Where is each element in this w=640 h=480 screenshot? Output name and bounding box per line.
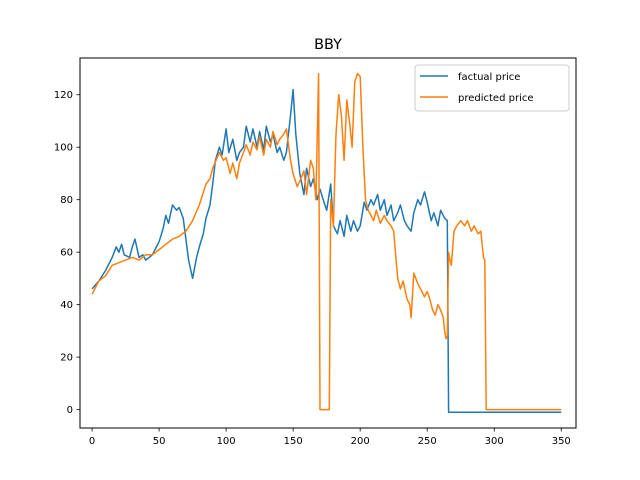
y-tick-label: 0: [67, 405, 73, 416]
x-tick-label: 350: [552, 436, 571, 447]
x-tick-label: 100: [217, 436, 236, 447]
x-axis: 0 50 100 150 200 250 300 350: [89, 428, 571, 447]
x-tick-label: 250: [418, 436, 437, 447]
series-line-1: [91, 88, 562, 414]
legend: factual price predicted price: [414, 64, 570, 112]
y-tick-label: 80: [60, 195, 73, 206]
x-tick-label: 50: [153, 436, 166, 447]
y-tick-label: 40: [60, 300, 73, 311]
x-tick-label: 300: [485, 436, 504, 447]
y-tick-label: 60: [60, 248, 73, 259]
y-tick-label: 120: [54, 90, 73, 101]
y-tick-label: 100: [54, 143, 73, 154]
legend-label-1: factual price: [458, 72, 520, 83]
y-tick-label: 20: [60, 353, 73, 364]
series-line-2: [91, 72, 562, 411]
plot-frame: [79, 57, 577, 429]
plot-lines: [91, 72, 562, 414]
y-axis: 0 20 40 60 80 100 120: [54, 90, 80, 416]
x-tick-label: 200: [351, 436, 370, 447]
legend-label-2: predicted price: [458, 93, 534, 104]
legend-box: [414, 64, 570, 112]
x-tick-label: 150: [284, 436, 303, 447]
chart-title: BBY: [314, 37, 342, 53]
x-tick-label: 0: [89, 436, 95, 447]
